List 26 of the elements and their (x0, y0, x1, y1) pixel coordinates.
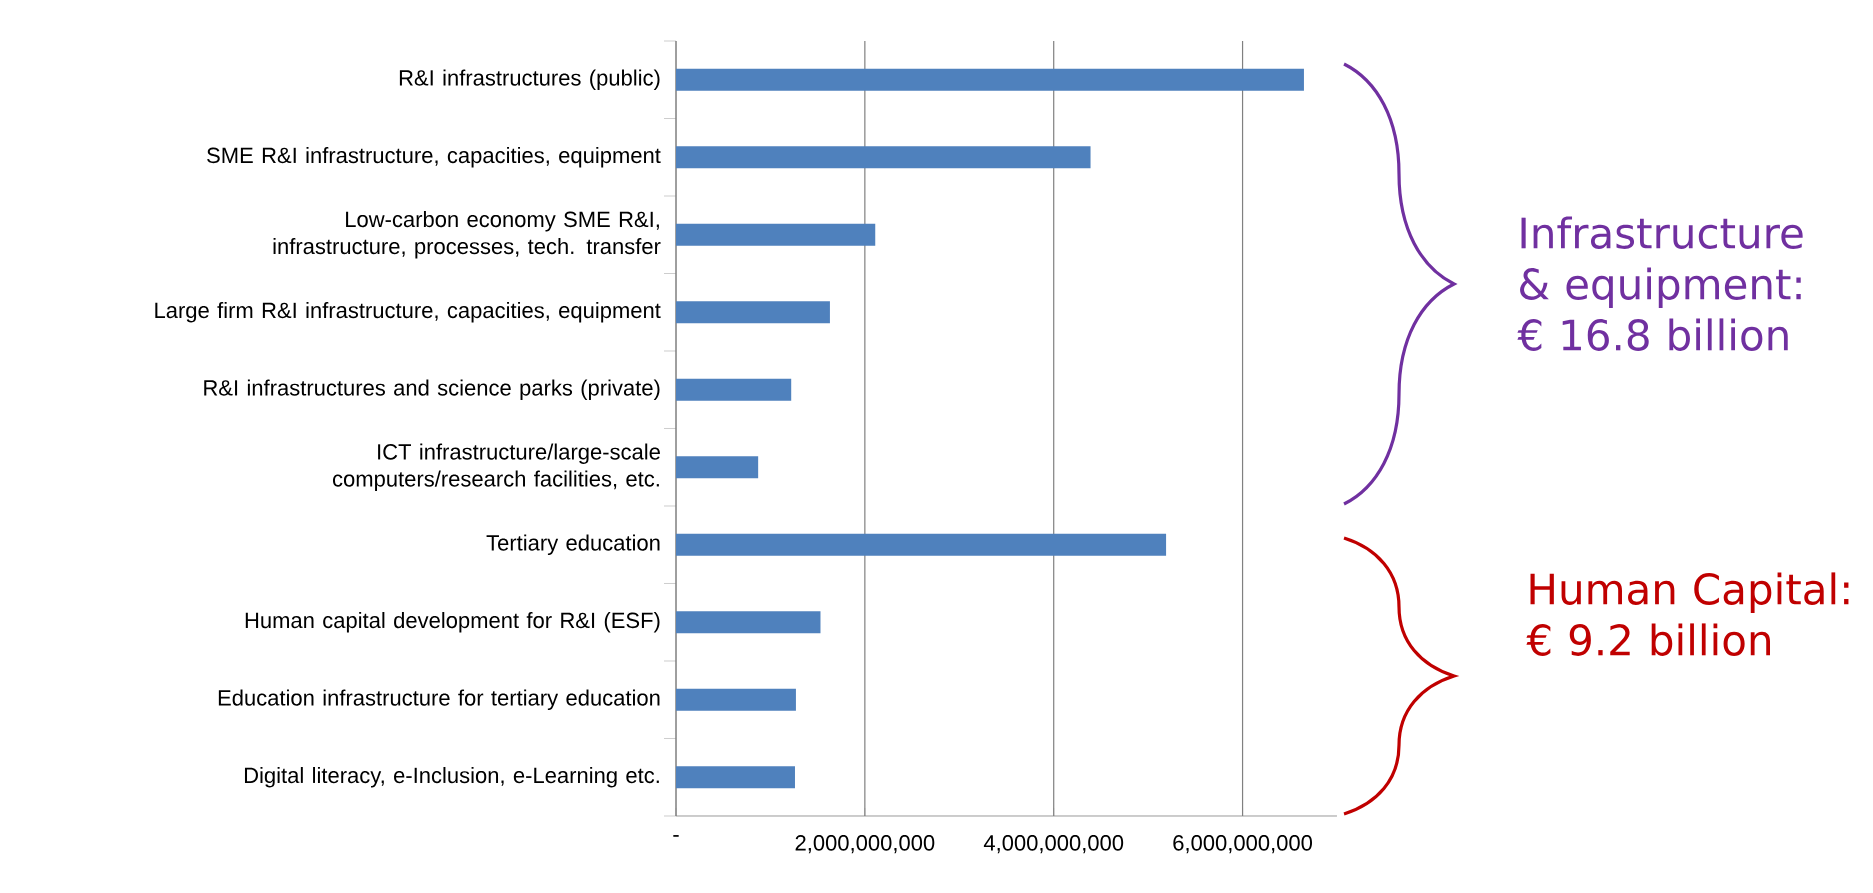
bar (676, 533, 1167, 556)
y-tick-label: R&I infrastructures (public) (399, 69, 660, 90)
bar (676, 688, 796, 711)
bar (676, 766, 795, 789)
y-tick-label: R&I infrastructures and science parks (private) (204, 379, 660, 400)
y-tick-label: Low-carbon economy SME R&I, infrastructure, processes, tech. transfer (273, 211, 661, 259)
bar (676, 223, 876, 246)
y-tick-label: SME R&I infrastructure, capacities, equipment (207, 147, 661, 168)
y-tick-label: Education infrastructure for tertiary education (218, 689, 660, 710)
text: Infrastructure & equipment: € 16.8 billion (1517, 216, 1803, 351)
x-tick-label: 2,000,000,000 (795, 835, 935, 854)
bar (676, 146, 1091, 169)
bar (676, 68, 1304, 91)
bar (676, 456, 759, 479)
bar (676, 378, 792, 401)
y-tick-label: Large firm R&I infrastructure, capacities, equipment (155, 302, 661, 323)
y-tick-label: Tertiary education (486, 534, 660, 555)
x-tick-label: 6,000,000,000 (1173, 835, 1313, 854)
y-tick-label: Human capital development for R&I (ESF) (245, 612, 660, 633)
bar (676, 611, 821, 634)
x-tick-label: 4,000,000,000 (983, 835, 1124, 854)
y-tick-label: Digital literacy, e-Inclusion, e-Learning etc. (244, 767, 659, 788)
bar (676, 301, 830, 324)
y-tick-label: ICT infrastructure/large-scale computers/research facilities, etc. (332, 443, 660, 491)
text: Human Capital: € 9.2 billion (1526, 572, 1849, 656)
x-tick-label: - (673, 835, 679, 837)
